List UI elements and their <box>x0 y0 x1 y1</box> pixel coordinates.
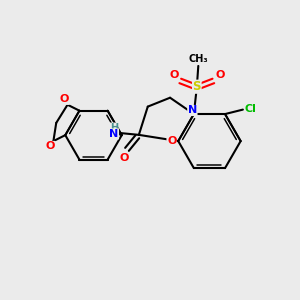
Text: O: O <box>215 70 224 80</box>
Text: N: N <box>188 106 197 116</box>
Text: N: N <box>109 129 119 139</box>
Text: O: O <box>60 94 69 104</box>
Text: CH₃: CH₃ <box>188 54 208 64</box>
Text: S: S <box>193 80 201 93</box>
Text: O: O <box>169 70 178 80</box>
Text: Cl: Cl <box>245 104 257 114</box>
Text: O: O <box>46 141 55 152</box>
Text: H: H <box>110 123 118 133</box>
Text: O: O <box>119 153 129 163</box>
Text: O: O <box>167 136 176 146</box>
